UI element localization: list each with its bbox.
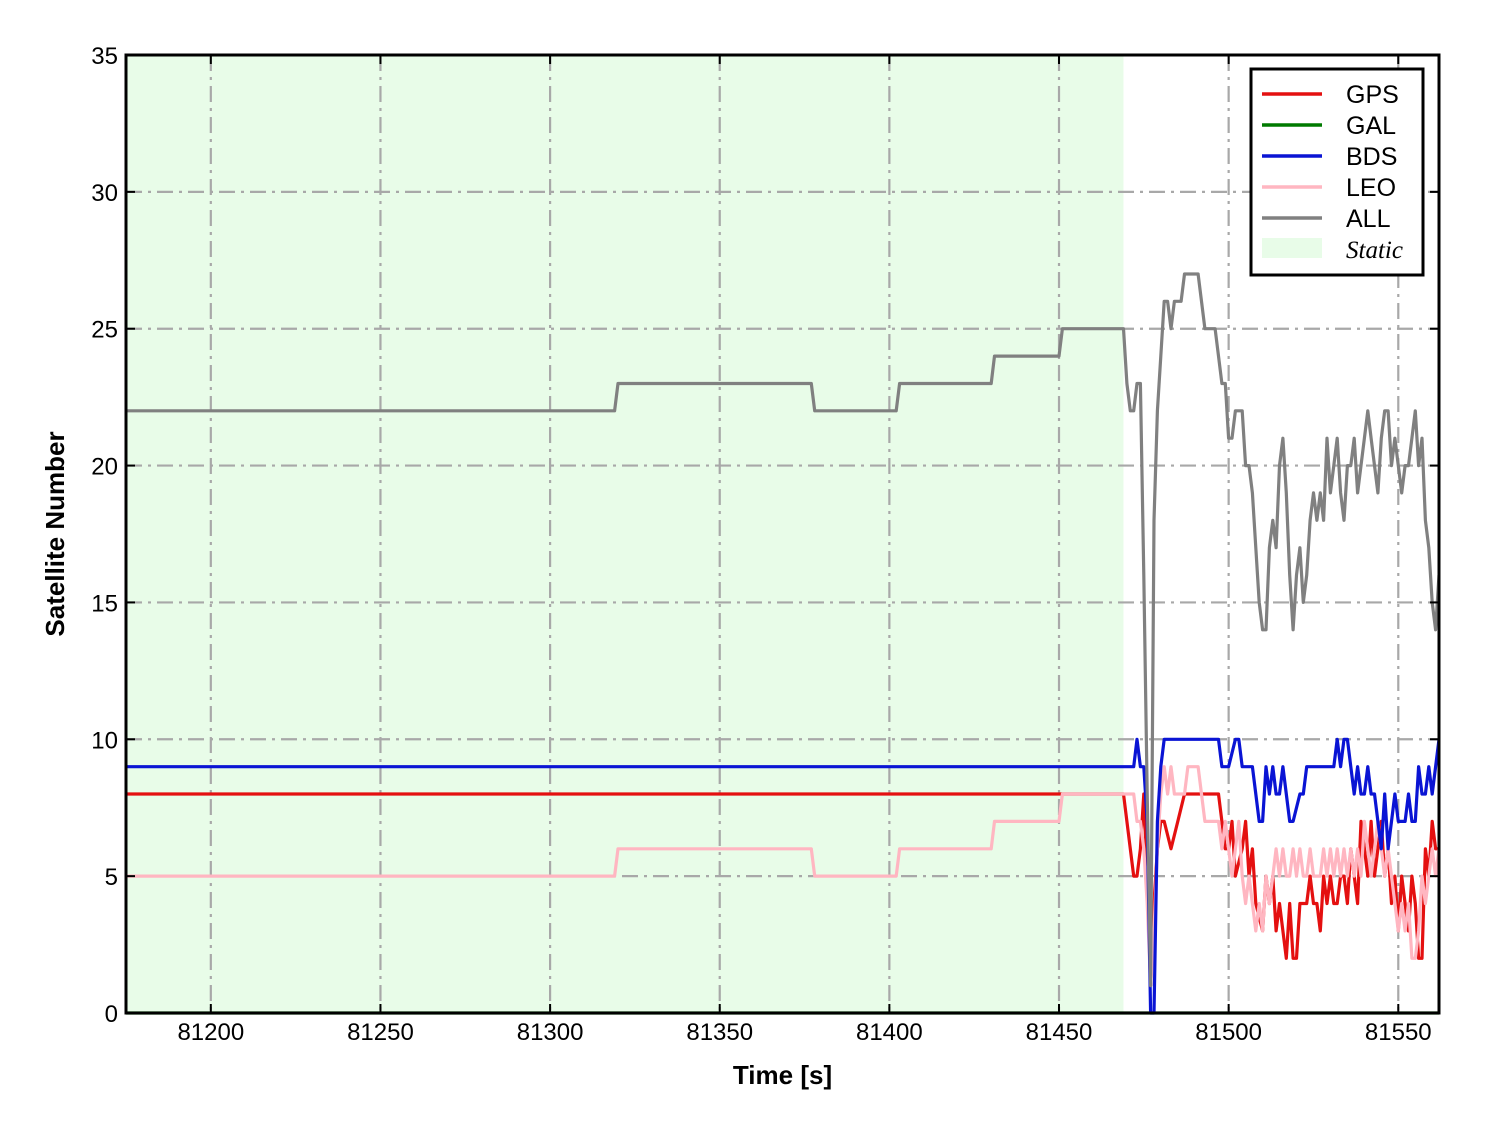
legend-label-static: Static	[1346, 237, 1403, 264]
y-tick-label: 15	[91, 590, 118, 617]
x-axis-title: Time [s]	[733, 1060, 832, 1090]
series-line-all	[126, 272, 1439, 988]
legend-label-all: ALL	[1346, 205, 1391, 233]
y-tick-label: 20	[91, 454, 118, 481]
y-tick-label: 10	[91, 727, 118, 754]
y-axis-title: Satellite Number	[40, 431, 70, 636]
legend-label-gps: GPS	[1346, 81, 1399, 109]
plot-area	[126, 55, 1124, 1013]
axis-ticks: 81200 81250 81300 81350 81400 81450 81500 81550…	[91, 43, 1439, 1046]
y-tick-label: 5	[105, 864, 118, 891]
series-line-gps	[126, 792, 1439, 988]
axes-border	[124, 53, 1441, 1015]
series-line-bds	[126, 737, 1439, 1015]
static-region	[126, 55, 1124, 1013]
x-tick-label: 81400	[856, 1019, 923, 1046]
x-tick-label: 81550	[1365, 1019, 1432, 1046]
legend: GPS GAL BDS LEO ALL Static	[1249, 67, 1425, 277]
plot-frame	[124, 53, 1441, 1015]
legend-label-bds: BDS	[1346, 143, 1397, 171]
y-tick-label: 35	[91, 43, 118, 70]
y-tick-label: 0	[105, 1001, 118, 1028]
y-tick-label: 30	[91, 180, 118, 207]
x-tick-label: 81500	[1195, 1019, 1262, 1046]
legend-label-gal: GAL	[1346, 112, 1396, 140]
x-tick-label: 81250	[347, 1019, 414, 1046]
x-tick-label: 81200	[177, 1019, 244, 1046]
x-tick-label: 81350	[686, 1019, 753, 1046]
grid-lines	[126, 55, 1439, 1013]
y-tick-label: 25	[91, 317, 118, 344]
x-tick-label: 81300	[517, 1019, 584, 1046]
legend-swatch-static	[1262, 238, 1322, 258]
x-tick-label: 81450	[1026, 1019, 1093, 1046]
legend-label-leo: LEO	[1346, 174, 1396, 202]
